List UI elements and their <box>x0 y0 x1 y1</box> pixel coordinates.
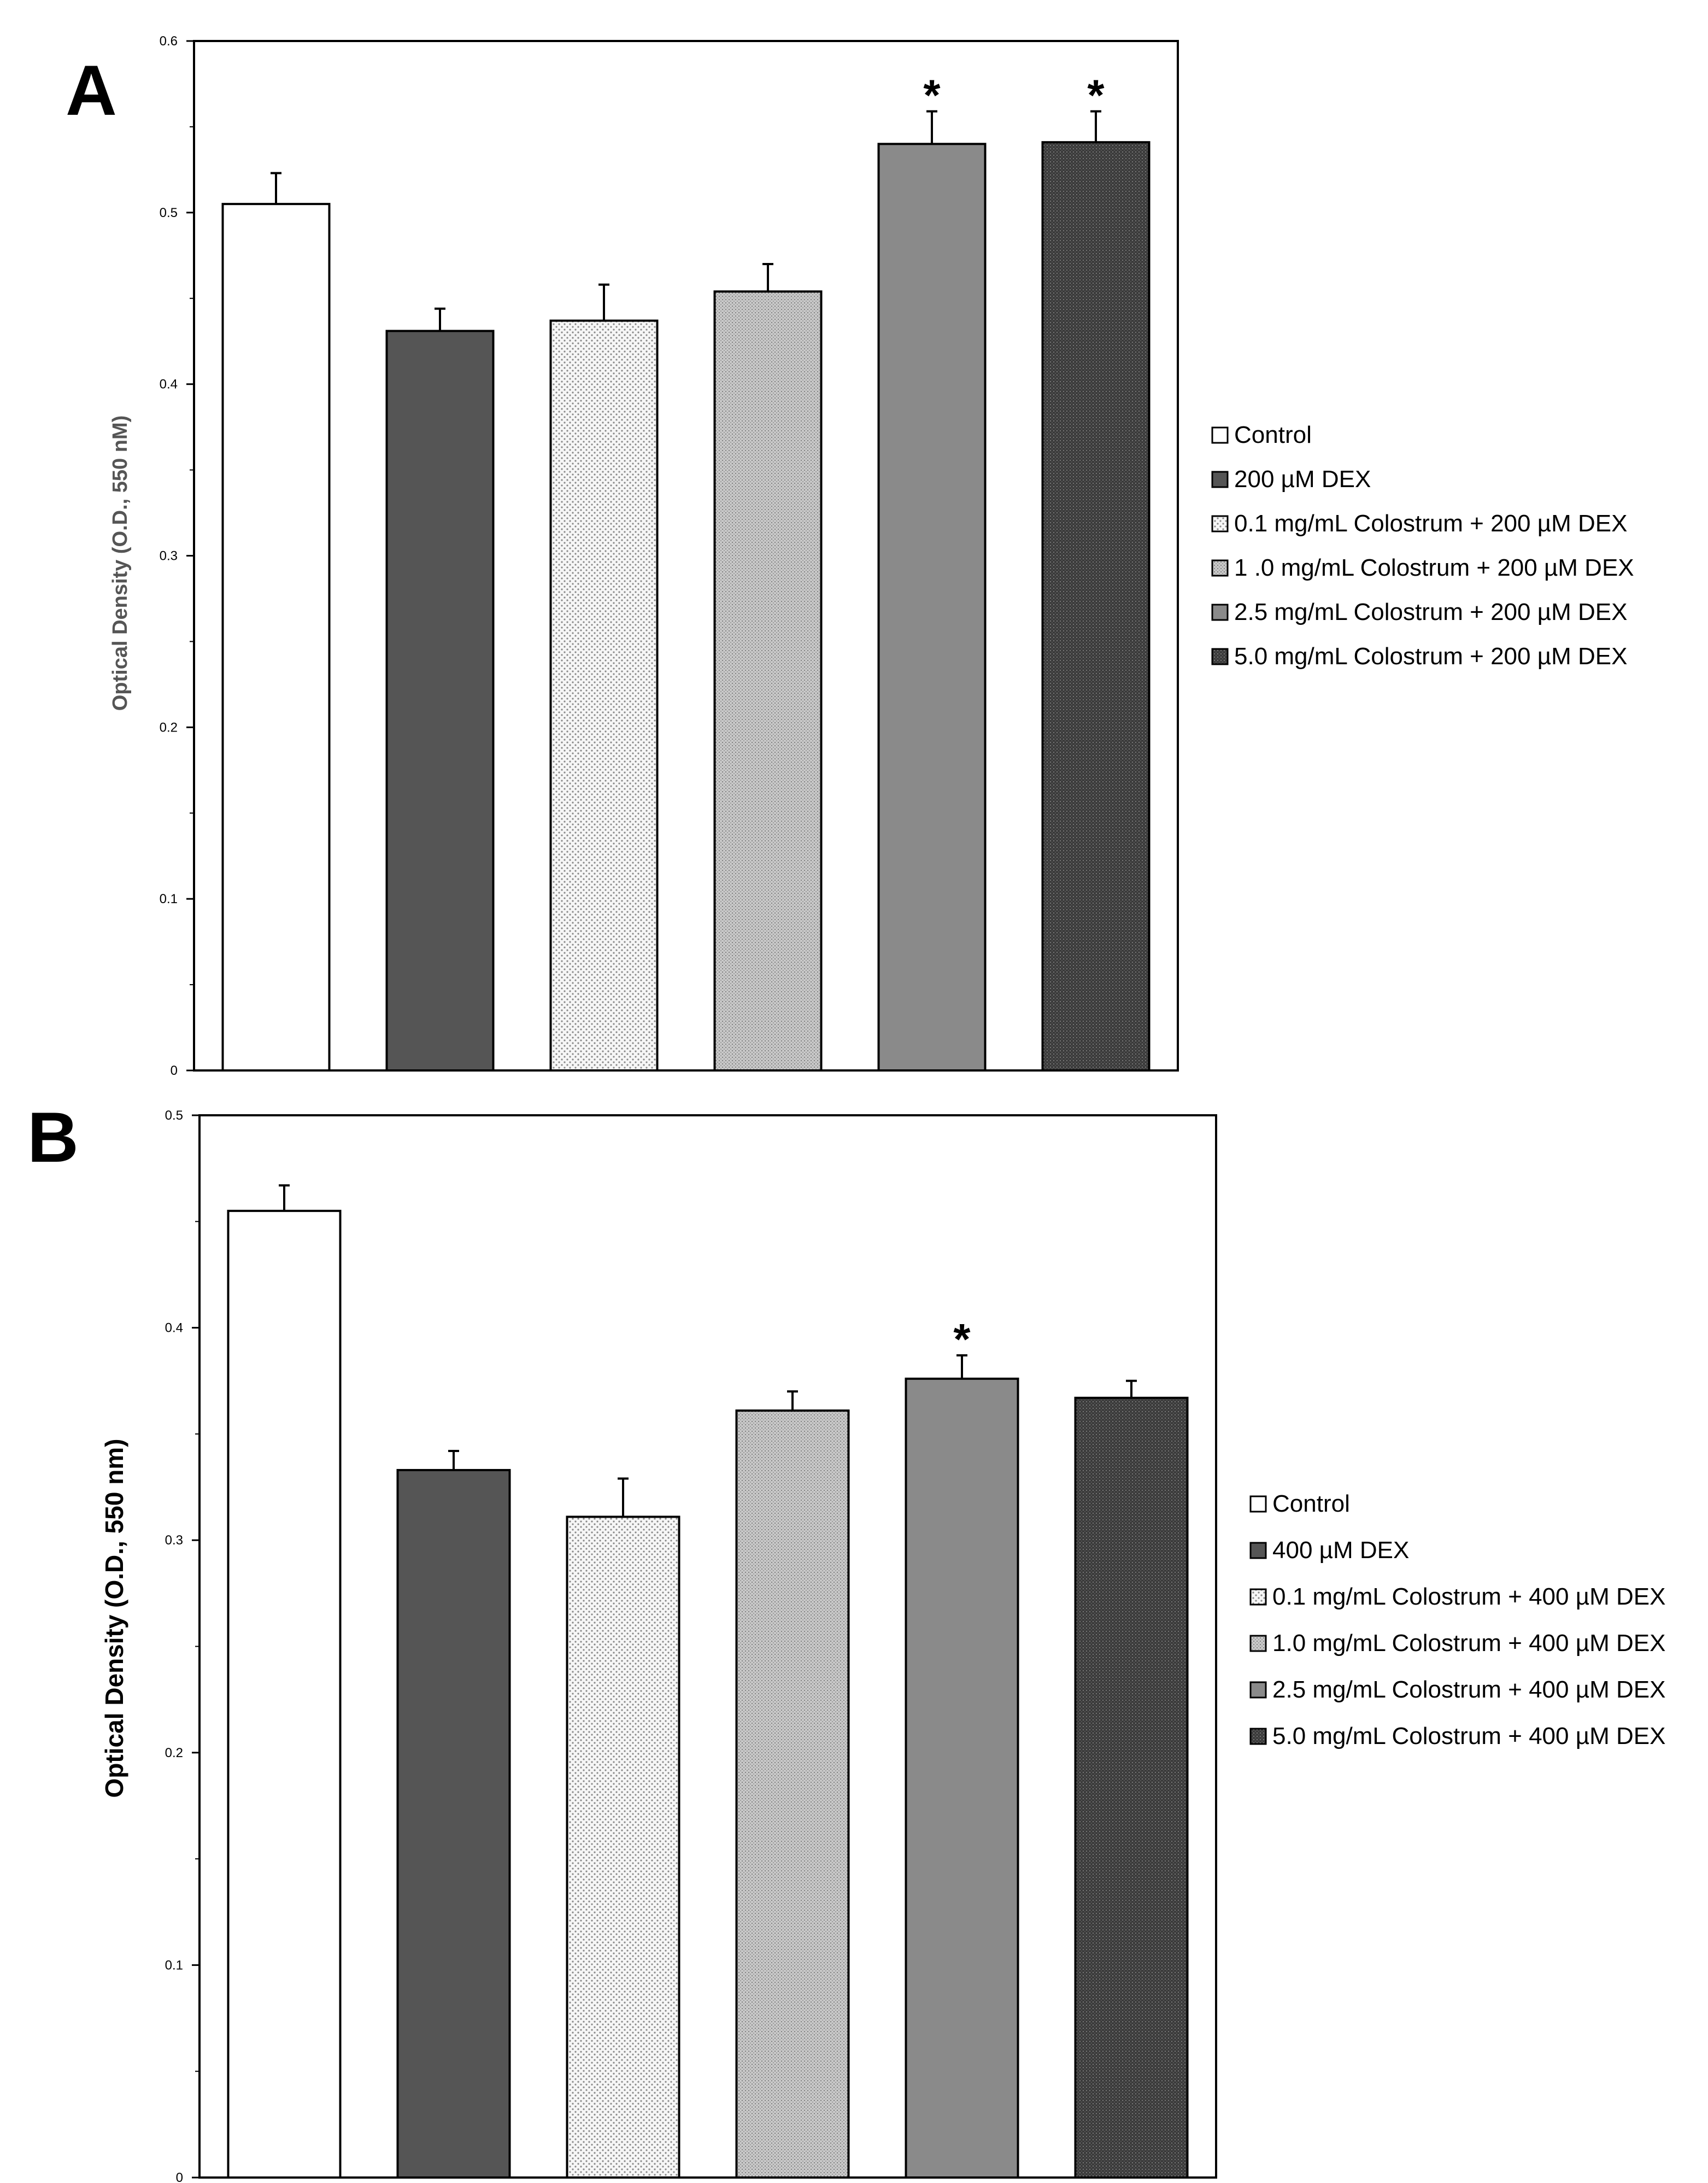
y-tick-label: 0.2 <box>165 1746 183 1760</box>
significance-marker: * <box>923 71 941 120</box>
panel-b: B Optical Density (O.D., 550 nm) 0 0.1 0.2… <box>27 1097 1665 2183</box>
y-tick-label: 0.3 <box>160 549 178 564</box>
bar <box>566 1515 680 2179</box>
legend-label: 5.0 mg/mL Colostrum + 400 µM DEX <box>1272 1723 1665 1749</box>
y-tick-label: 0.6 <box>160 34 178 49</box>
plot-frame <box>193 40 1179 1072</box>
legend-swatch <box>1211 515 1229 532</box>
y-tick-label: 0.3 <box>165 1533 183 1548</box>
bar <box>549 319 659 1072</box>
legend-label: 0.1 mg/mL Colostrum + 200 µM DEX <box>1234 510 1627 537</box>
bar <box>1074 1396 1189 2179</box>
bar <box>713 290 823 1072</box>
panel-a-axes: 0 0.1 0.2 0.3 0.4 0.5 0.6 <box>160 34 1179 1078</box>
panel-b-legend: Control 400 µM DEX 0.1 mg/mL Colostrum + 4… <box>1249 1490 1665 1749</box>
legend-label: 1.0 mg/mL Colostrum + 400 µM DEX <box>1272 1630 1665 1657</box>
bar <box>905 1377 1019 2179</box>
legend-label: 0.1 mg/mL Colostrum + 400 µM DEX <box>1272 1583 1665 1610</box>
y-tick-label: 0 <box>176 2170 183 2183</box>
legend-label: 1 .0 mg/mL Colostrum + 200 µM DEX <box>1234 554 1634 581</box>
legend-swatch <box>1211 426 1229 444</box>
bar <box>396 1468 511 2179</box>
legend-swatch <box>1249 1728 1267 1745</box>
panel-b-y-axis-label: Optical Density (O.D., 550 nm) <box>100 1439 128 1798</box>
y-tick-label: 0.1 <box>160 892 178 906</box>
bar <box>221 203 331 1072</box>
plot-frame <box>198 1114 1217 2179</box>
bar <box>385 330 495 1072</box>
legend-swatch <box>1211 604 1229 621</box>
legend-label: 200 µM DEX <box>1234 466 1371 493</box>
legend-swatch <box>1249 1635 1267 1652</box>
y-tick-label: 0 <box>171 1063 178 1078</box>
legend-swatch <box>1211 648 1229 665</box>
significance-marker: * <box>953 1315 971 1363</box>
bar <box>227 1209 342 2179</box>
significance-marker: * <box>1087 71 1105 120</box>
legend-swatch <box>1211 559 1229 577</box>
bar <box>877 143 987 1072</box>
y-tick-label: 0.1 <box>165 1958 183 1973</box>
panel-a: A Optical Density (O.D., 550 nM) 0 0.1 0.2… <box>66 34 1634 1078</box>
legend-label: Control <box>1234 422 1312 448</box>
y-tick-label: 0.4 <box>165 1321 183 1336</box>
y-tick-label: 0.5 <box>165 1108 183 1123</box>
legend-label: Control <box>1272 1490 1350 1517</box>
legend-label: 2.5 mg/mL Colostrum + 200 µM DEX <box>1234 599 1627 625</box>
bar <box>735 1409 850 2179</box>
y-tick-label: 0.4 <box>160 377 178 392</box>
panel-b-letter: B <box>27 1097 79 1177</box>
legend-label: 2.5 mg/mL Colostrum + 400 µM DEX <box>1272 1676 1665 1703</box>
bar <box>1041 141 1151 1072</box>
legend-label: 5.0 mg/mL Colostrum + 200 µM DEX <box>1234 643 1627 670</box>
panel-a-y-axis-label: Optical Density (O.D., 550 nM) <box>109 415 132 711</box>
y-tick-label: 0.5 <box>160 206 178 220</box>
panel-a-bars: * * <box>221 71 1151 1072</box>
legend-swatch <box>1249 1681 1267 1699</box>
y-tick-label: 0.2 <box>160 720 178 735</box>
panel-b-axes: 0 0.1 0.2 0.3 0.4 0.5 <box>165 1108 1217 2183</box>
legend-swatch <box>1211 471 1229 488</box>
legend-swatch <box>1249 1495 1267 1513</box>
legend-swatch <box>1249 1588 1267 1606</box>
legend-swatch <box>1249 1542 1267 1559</box>
panel-a-letter: A <box>66 50 117 130</box>
legend-label: 400 µM DEX <box>1272 1537 1409 1564</box>
panel-a-legend: Control 200 µM DEX 0.1 mg/mL Colostrum + 2… <box>1211 422 1634 670</box>
panel-b-bars: * <box>227 1184 1189 2179</box>
